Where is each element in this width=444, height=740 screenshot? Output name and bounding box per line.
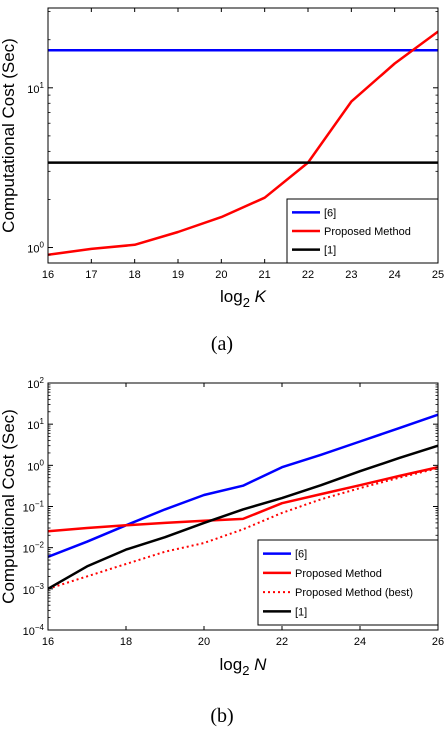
legend-label-1: [6] xyxy=(295,549,307,561)
x-tick-label: 25 xyxy=(432,269,444,281)
series-line-4 xyxy=(48,444,438,590)
y-tick-label: 10−3 xyxy=(23,582,45,597)
y-tick-label: 10−1 xyxy=(23,500,45,515)
x-tick-label: 19 xyxy=(172,269,184,281)
x-tick-label: 20 xyxy=(198,636,210,648)
y-tick-label: 101 xyxy=(27,417,44,432)
x-tick-label: 21 xyxy=(259,269,271,281)
x-tick-label: 18 xyxy=(120,636,132,648)
series-line-1 xyxy=(48,413,438,558)
series-line-2 xyxy=(48,30,438,257)
x-tick-label: 24 xyxy=(389,269,401,281)
x-tick-label: 24 xyxy=(354,636,366,648)
y-tick-label: 10−2 xyxy=(23,541,45,556)
y-tick-label: 10−4 xyxy=(23,623,45,638)
series-line-2 xyxy=(48,465,438,533)
x-tick-label: 26 xyxy=(432,636,444,648)
x-axis-label: log2 N xyxy=(220,655,268,678)
x-axis-label: log2 K xyxy=(220,287,267,310)
legend-label-3: Proposed Method (best) xyxy=(295,587,413,599)
x-tick-label: 22 xyxy=(276,636,288,648)
legend-label-4: [1] xyxy=(295,606,307,618)
x-tick-label: 20 xyxy=(215,269,227,281)
legend-label-2: Proposed Method xyxy=(324,226,411,238)
legend-label-3: [1] xyxy=(324,245,336,257)
x-tick-label: 23 xyxy=(345,269,357,281)
panel-caption: (a) xyxy=(211,333,233,355)
y-tick-label: 101 xyxy=(27,81,44,96)
y-axis-label: Computational Cost (Sec) xyxy=(0,409,18,604)
series-line-3 xyxy=(48,467,438,590)
legend-label-2: Proposed Method xyxy=(295,568,382,580)
chart-panel-2: 16 18 20 22 24 26 10−4 10−3 10−2 10−1 100 101 102 Com… xyxy=(0,376,444,727)
x-tick-label: 22 xyxy=(302,269,314,281)
y-axis-label: Computational Cost (Sec) xyxy=(0,38,18,233)
x-tick-label: 16 xyxy=(42,636,54,648)
x-tick-label: 16 xyxy=(42,269,54,281)
y-tick-label: 100 xyxy=(27,458,44,473)
panel-caption: (b) xyxy=(210,705,233,727)
chart-panel-1: 16 17 18 19 20 21 22 23 24 25 100 101 Computational … xyxy=(0,7,444,355)
y-tick-label: 100 xyxy=(27,241,44,256)
x-tick-label: 17 xyxy=(85,269,97,281)
y-tick-label: 102 xyxy=(27,376,44,391)
x-tick-label: 18 xyxy=(129,269,141,281)
legend-label-1: [6] xyxy=(324,207,336,219)
